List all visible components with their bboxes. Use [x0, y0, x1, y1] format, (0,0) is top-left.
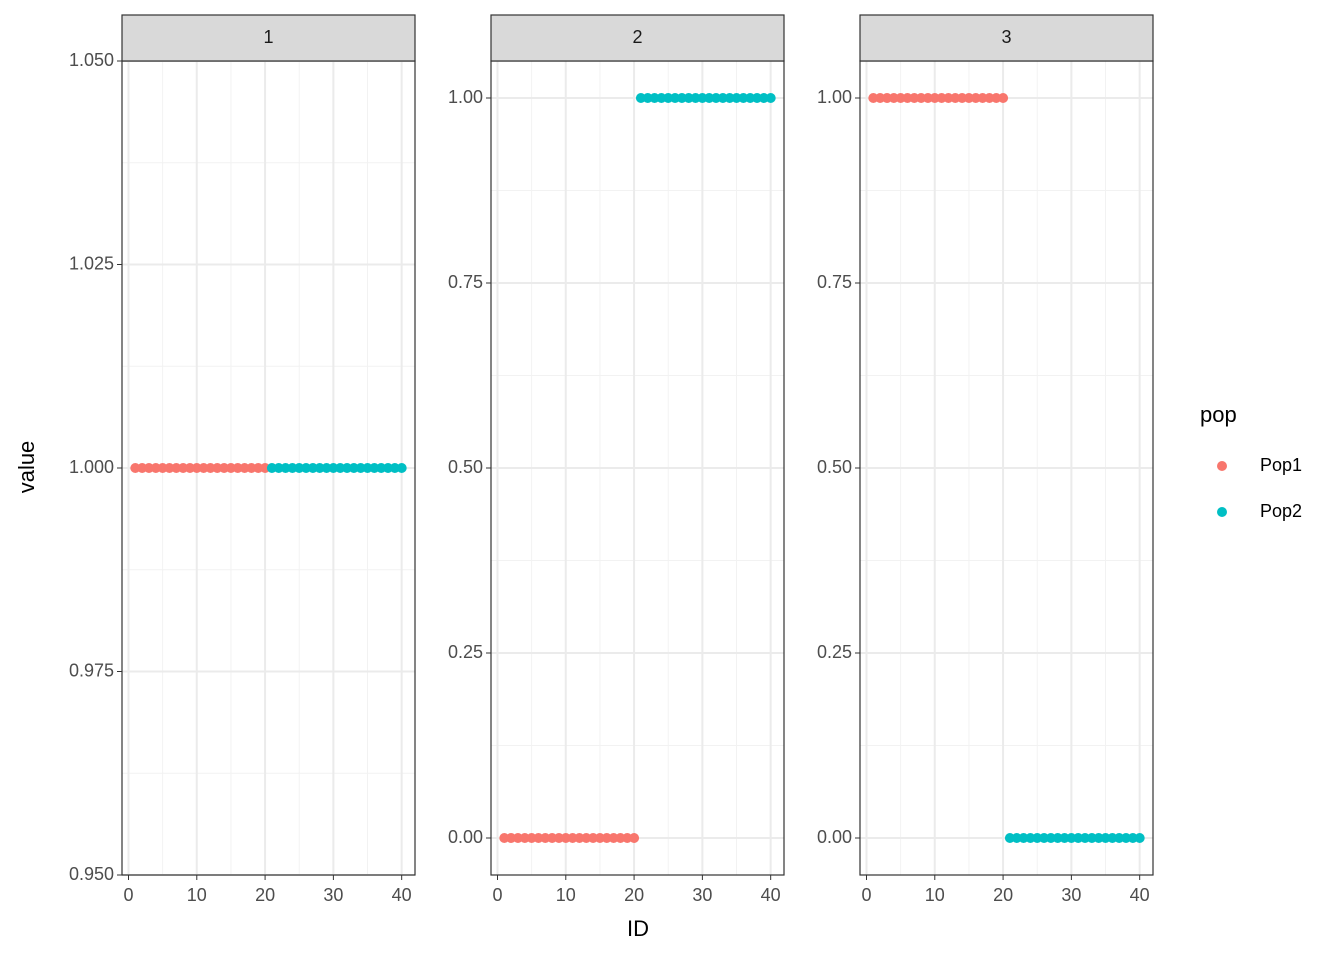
y-tick-label: 0.25: [448, 642, 483, 662]
x-tick-label: 30: [1061, 885, 1081, 905]
x-tick-label: 40: [392, 885, 412, 905]
x-tick-label: 10: [925, 885, 945, 905]
y-tick-label: 0.25: [817, 642, 852, 662]
y-tick-label: 0.50: [817, 457, 852, 477]
x-tick-label: 40: [761, 885, 781, 905]
x-tick-label: 10: [187, 885, 207, 905]
strip-label: 2: [632, 27, 642, 47]
legend-label: Pop1: [1260, 455, 1302, 475]
y-tick-label: 0.75: [817, 272, 852, 292]
x-tick-label: 20: [993, 885, 1013, 905]
x-tick-label: 30: [323, 885, 343, 905]
x-tick-label: 0: [861, 885, 871, 905]
x-tick-label: 0: [492, 885, 502, 905]
strip: [490, 14, 785, 62]
y-tick-label: 1.00: [448, 87, 483, 107]
legend-label: Pop2: [1260, 501, 1302, 521]
y-tick-label: 1.00: [817, 87, 852, 107]
legend-title: pop: [1200, 402, 1237, 427]
point: [765, 93, 776, 103]
point: [629, 833, 640, 843]
y-tick-label: 0.50: [448, 457, 483, 477]
y-tick-label: 1.050: [69, 50, 114, 70]
strip-label: 3: [1001, 27, 1011, 47]
x-axis-title: ID: [627, 916, 649, 941]
legend-key: [1217, 507, 1227, 517]
y-tick-label: 0.00: [448, 827, 483, 847]
y-tick-label: 0.975: [69, 660, 114, 680]
x-tick-label: 20: [624, 885, 644, 905]
y-tick-label: 0.950: [69, 864, 114, 884]
strip: [121, 14, 416, 62]
y-tick-label: 0.00: [817, 827, 852, 847]
x-tick-label: 10: [556, 885, 576, 905]
x-tick-label: 20: [255, 885, 275, 905]
y-tick-label: 0.75: [448, 272, 483, 292]
legend-key: [1217, 461, 1227, 471]
point: [998, 93, 1009, 103]
strip: [859, 14, 1154, 62]
y-tick-label: 1.025: [69, 253, 114, 273]
x-tick-label: 30: [692, 885, 712, 905]
strip-label: 1: [263, 27, 273, 47]
y-tick-label: 1.000: [69, 457, 114, 477]
x-tick-label: 40: [1130, 885, 1150, 905]
x-tick-label: 0: [123, 885, 133, 905]
y-axis-title: value: [14, 441, 39, 494]
point: [396, 463, 407, 473]
point: [1134, 833, 1145, 843]
